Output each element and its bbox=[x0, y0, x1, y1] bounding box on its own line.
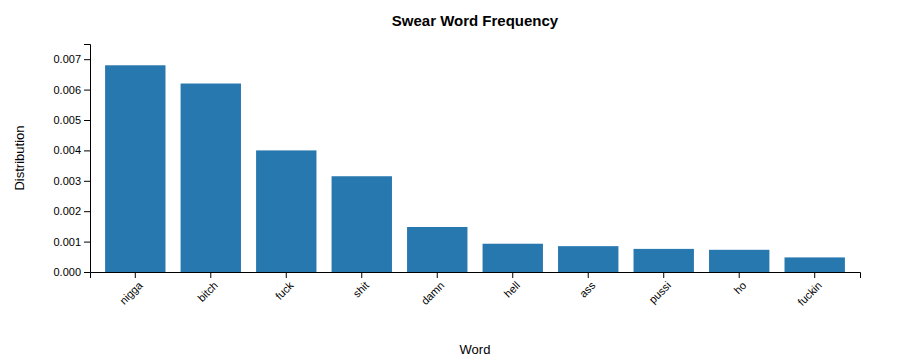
x-tick-label: damn bbox=[419, 279, 447, 307]
y-tick-label: 0.000 bbox=[53, 266, 81, 278]
y-tick: 0.002 bbox=[53, 205, 90, 217]
x-axis: nigga bitch fuck shit damn hell ass pussi ho fuck… bbox=[91, 272, 861, 308]
x-tick: bitch bbox=[195, 272, 220, 304]
x-tick: damn bbox=[419, 272, 447, 307]
x-tick-mark bbox=[437, 272, 438, 278]
y-tick-label: 0.004 bbox=[53, 144, 81, 156]
x-tick-mark bbox=[663, 272, 664, 278]
y-axis-title: Distribution bbox=[12, 125, 27, 190]
x-tick: pussi bbox=[646, 272, 673, 306]
y-tick: 0.004 bbox=[53, 144, 90, 156]
x-axis-title: Word bbox=[460, 342, 491, 357]
y-tick-label: 0.003 bbox=[53, 175, 81, 187]
x-tick-mark bbox=[210, 272, 211, 278]
y-tick: 0.006 bbox=[53, 84, 90, 96]
x-tick: hell bbox=[501, 272, 522, 300]
y-tick-label: 0.002 bbox=[53, 205, 81, 217]
bar bbox=[709, 250, 769, 272]
y-tick-label: 0.006 bbox=[53, 84, 81, 96]
x-tick-label: shit bbox=[351, 279, 372, 300]
x-tick-mark bbox=[361, 272, 362, 278]
title: Swear Word Frequency bbox=[392, 12, 559, 29]
y-tick-label: 0.005 bbox=[53, 114, 81, 126]
x-tick: ho bbox=[731, 272, 748, 296]
x-tick: fuckin bbox=[795, 272, 824, 308]
y-tick-mark bbox=[84, 211, 90, 212]
x-tick: shit bbox=[351, 272, 372, 300]
y-tick-mark bbox=[84, 272, 90, 273]
x-tick-label: hell bbox=[501, 279, 522, 300]
y-tick-mark bbox=[84, 90, 90, 91]
x-tick-label: nigga bbox=[117, 278, 145, 306]
x-tick-mark bbox=[135, 272, 136, 278]
y-tick-mark bbox=[84, 150, 90, 151]
x-tick: fuck bbox=[273, 272, 296, 302]
y-axis-line bbox=[84, 45, 91, 273]
bar bbox=[483, 244, 543, 272]
y-tick-label: 0.001 bbox=[53, 236, 81, 248]
y-tick: 0.001 bbox=[53, 236, 90, 248]
bar bbox=[785, 257, 845, 272]
y-axis: 0.000 0.001 0.002 0.003 0.004 0.005 0.006 0.007 bbox=[53, 45, 90, 279]
y-tick: 0.003 bbox=[53, 175, 90, 187]
chart: nigga bitch fuck shit damn hell ass pussi ho fuck… bbox=[0, 0, 900, 364]
y-tick-mark bbox=[84, 59, 90, 60]
plot: nigga bitch fuck shit damn hell ass pussi ho fuck… bbox=[53, 45, 860, 308]
bar bbox=[105, 65, 165, 272]
bars bbox=[105, 65, 845, 272]
bar bbox=[558, 246, 618, 272]
x-tick-label: ass bbox=[577, 279, 598, 300]
x-tick-label: bitch bbox=[195, 279, 220, 304]
x-tick-label: pussi bbox=[646, 279, 673, 306]
x-tick-mark bbox=[588, 272, 589, 278]
bar bbox=[332, 176, 392, 272]
x-tick-mark bbox=[512, 272, 513, 278]
x-tick-mark bbox=[286, 272, 287, 278]
y-tick: 0.000 bbox=[53, 266, 90, 278]
y-tick-mark bbox=[84, 181, 90, 182]
bar bbox=[181, 84, 241, 272]
x-tick-label: fuckin bbox=[795, 279, 824, 308]
y-tick-mark bbox=[84, 242, 90, 243]
bar bbox=[407, 227, 467, 272]
x-tick-mark bbox=[814, 272, 815, 278]
x-tick: nigga bbox=[117, 272, 145, 307]
x-tick-label: ho bbox=[731, 279, 748, 296]
x-axis-line bbox=[91, 273, 861, 279]
bar bbox=[256, 150, 316, 272]
y-tick: 0.007 bbox=[53, 53, 90, 65]
y-tick-mark bbox=[84, 120, 90, 121]
x-tick-mark bbox=[739, 272, 740, 278]
y-tick-label: 0.007 bbox=[53, 53, 81, 65]
bar bbox=[634, 249, 694, 272]
x-tick-label: fuck bbox=[273, 279, 296, 302]
y-tick: 0.005 bbox=[53, 114, 90, 126]
x-tick: ass bbox=[577, 272, 598, 300]
